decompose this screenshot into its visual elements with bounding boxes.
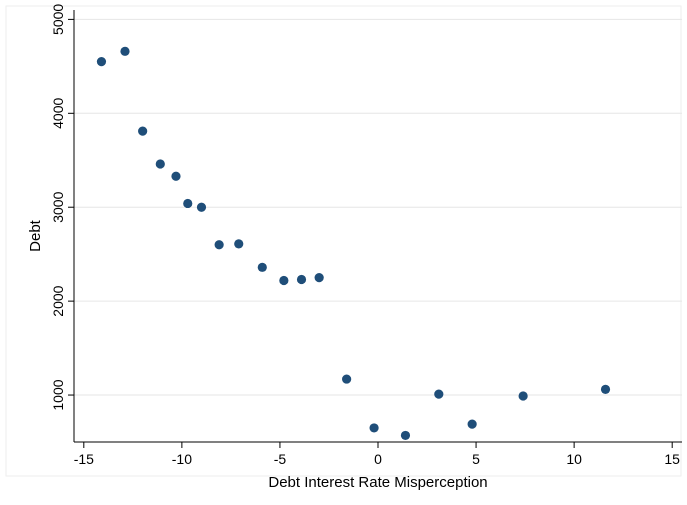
x-tick-label: 0 (374, 451, 382, 467)
scatter-point (314, 273, 324, 283)
scatter-point (155, 159, 165, 169)
y-axis-title: Debt (27, 219, 44, 252)
x-tick-label: -10 (172, 451, 192, 467)
x-tick-label: -15 (74, 451, 94, 467)
scatter-point (400, 430, 411, 441)
y-tick-label: 1000 (50, 379, 66, 410)
scatter-point (518, 391, 528, 401)
scatter-point (171, 171, 181, 181)
scatter-point (296, 274, 307, 285)
scatter-point (600, 384, 611, 395)
data-points (96, 46, 611, 441)
scatter-point (138, 126, 148, 136)
y-tick-label: 2000 (50, 285, 66, 316)
chart-frame (5, 5, 682, 477)
x-tick-label: -5 (274, 451, 287, 467)
x-tick-label: 15 (664, 451, 680, 467)
axes (73, 10, 682, 443)
scatter-point (214, 240, 224, 250)
scatter-point (96, 57, 107, 67)
tick-labels: -15 -10 -5 0 5 10 15 1000 2000 3000 4000 5000 (50, 4, 680, 467)
tick-marks (68, 18, 673, 448)
scatter-point (234, 239, 244, 249)
scatter-point (196, 202, 207, 212)
y-tick-label: 5000 (50, 4, 66, 35)
y-tick-label: 3000 (50, 191, 66, 222)
grid-lines (74, 18, 682, 396)
x-axis-title: Debt Interest Rate Misperception (268, 474, 487, 491)
scatter-point (183, 198, 193, 209)
scatter-point (257, 262, 267, 272)
x-tick-label: 10 (566, 451, 582, 467)
scatter-point (434, 389, 444, 399)
x-tick-label: 5 (472, 451, 480, 467)
y-tick-label: 4000 (50, 98, 66, 129)
scatter-point (120, 46, 130, 56)
scatter-point (467, 419, 477, 429)
scatter-point (342, 374, 352, 384)
scatter-point (279, 275, 289, 286)
scatter-point (369, 423, 379, 433)
